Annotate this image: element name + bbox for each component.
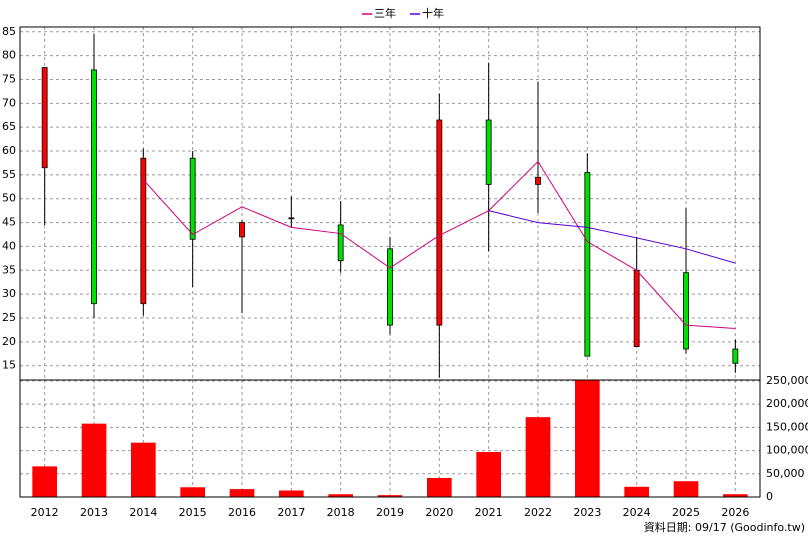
volume-bar <box>229 489 255 497</box>
y-tick-label: 25 <box>2 311 16 324</box>
y-tick-label: 85 <box>2 25 16 38</box>
candle-body <box>633 269 640 348</box>
x-tick-label: 2012 <box>31 506 59 519</box>
y2-tick-label: 200,000 <box>766 397 808 410</box>
candle-body <box>91 69 97 305</box>
x-tick-label: 2020 <box>425 506 453 519</box>
y-tick-label: 65 <box>2 120 16 133</box>
volume-bar <box>673 481 699 497</box>
y2-tick-label: 100,000 <box>766 444 808 457</box>
candle-body <box>140 157 147 305</box>
ma-line <box>488 210 736 264</box>
y-tick-label: 50 <box>2 192 16 205</box>
volume-bar <box>81 423 107 497</box>
candle-body <box>288 217 295 220</box>
y-tick-label: 30 <box>2 287 16 300</box>
y-tick-label: 55 <box>2 168 16 181</box>
candle-body <box>337 224 344 262</box>
y-tick-label: 60 <box>2 144 16 157</box>
candle-body <box>535 176 541 185</box>
candle-body <box>239 222 245 238</box>
x-tick-label: 2017 <box>277 506 305 519</box>
y2-tick-label: 250,000 <box>766 374 808 387</box>
x-tick-label: 2013 <box>80 506 108 519</box>
candle-body <box>41 67 48 169</box>
volume-frame <box>19 379 761 498</box>
volume-bar <box>32 466 57 497</box>
volume-bar <box>377 495 403 497</box>
volume-bar <box>328 494 353 497</box>
y-tick-label: 35 <box>2 263 16 276</box>
volume-bar <box>476 451 501 497</box>
candle-body <box>189 157 196 240</box>
volume-bar <box>180 487 205 497</box>
y2-tick-label: 50,000 <box>766 467 805 480</box>
volume-bar <box>131 442 156 497</box>
volume-bar <box>624 486 649 497</box>
volume-bar <box>427 477 452 497</box>
x-tick-label: 2023 <box>573 506 601 519</box>
y2-tick-label: 150,000 <box>766 420 808 433</box>
y-tick-label: 80 <box>2 49 16 62</box>
x-tick-label: 2016 <box>228 506 256 519</box>
y2-tick-label: 0 <box>766 490 773 503</box>
x-tick-label: 2026 <box>721 506 749 519</box>
x-tick-label: 2024 <box>623 506 651 519</box>
y-tick-label: 15 <box>2 359 16 372</box>
volume-bar <box>525 417 551 497</box>
x-tick-label: 2021 <box>475 506 503 519</box>
candle-body <box>387 248 393 326</box>
candle-body <box>584 172 591 357</box>
legend-label: 三年 <box>374 6 396 20</box>
x-tick-label: 2015 <box>179 506 207 519</box>
volume-bar <box>279 490 304 497</box>
y-tick-label: 40 <box>2 239 16 252</box>
ma-line <box>142 160 736 329</box>
x-tick-label: 2019 <box>376 506 404 519</box>
volume-bar <box>723 494 748 497</box>
y-tick-label: 70 <box>2 96 16 109</box>
candle-body <box>732 348 739 364</box>
y-tick-label: 45 <box>2 216 16 229</box>
x-tick-label: 2022 <box>524 506 552 519</box>
y-tick-label: 20 <box>2 335 16 348</box>
candle-body <box>683 272 689 350</box>
volume-bar <box>575 380 600 497</box>
y-tick-label: 75 <box>2 72 16 85</box>
x-tick-label: 2025 <box>672 506 700 519</box>
footnote: 資料日期: 09/17 (Goodinfo.tw) <box>644 520 805 534</box>
x-tick-label: 2014 <box>129 506 157 519</box>
candle-body <box>485 119 492 185</box>
candle-body <box>436 119 443 326</box>
legend-label: 十年 <box>422 6 444 20</box>
x-tick-label: 2018 <box>327 506 355 519</box>
